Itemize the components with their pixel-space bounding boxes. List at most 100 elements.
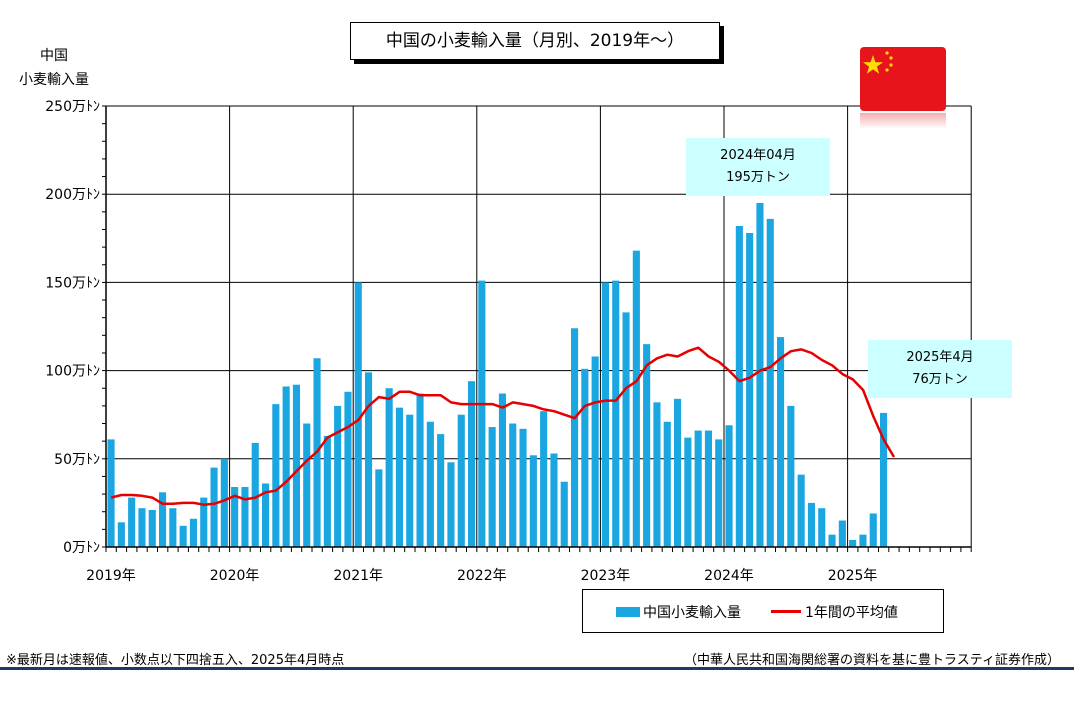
y-tick-labels: 0万ﾄﾝ 50万ﾄﾝ 100万ﾄﾝ 150万ﾄﾝ 200万ﾄﾝ 250万ﾄﾝ [45, 99, 100, 556]
bar [622, 312, 630, 547]
bar [117, 522, 125, 547]
legend-line-swatch [771, 610, 801, 613]
bar [272, 404, 280, 547]
x-tick-label: 2019年 [86, 568, 136, 584]
bar [818, 508, 826, 547]
bar [838, 520, 846, 547]
bar [292, 384, 300, 547]
bar [354, 282, 362, 547]
y-tick-label: 100万ﾄﾝ [45, 364, 100, 380]
bar [437, 434, 445, 547]
bar [488, 427, 496, 547]
bar [262, 483, 270, 547]
x-tick-label: 2024年 [704, 568, 754, 584]
bar [735, 225, 743, 547]
bar [457, 414, 465, 547]
peak-callout-value: 195万トン [726, 170, 790, 185]
x-tick-label: 2022年 [457, 568, 507, 584]
bar [468, 381, 476, 547]
bar [777, 337, 785, 547]
y-axis-title-line2: 小麦輸入量 [19, 72, 89, 88]
china-flag-icon [860, 47, 946, 111]
bar [694, 430, 702, 547]
bar [519, 428, 527, 547]
bar [282, 386, 290, 547]
bar [395, 407, 403, 547]
x-tick-label: 2025年 [828, 568, 878, 584]
bar [416, 393, 424, 547]
bar [365, 372, 373, 547]
latest-callout-date: 2025年4月 [906, 350, 974, 365]
bottom-rule [0, 667, 1074, 670]
bar [334, 405, 342, 547]
bar [612, 280, 620, 547]
bar [107, 439, 115, 547]
bar-series [107, 203, 888, 547]
x-tick-label: 2020年 [210, 568, 260, 584]
latest-callout: 2025年4月 76万トン [868, 340, 1012, 398]
bar [787, 405, 795, 547]
bar [591, 356, 599, 547]
bar [828, 534, 836, 547]
bar [385, 388, 393, 547]
bar [540, 411, 548, 547]
bar [189, 518, 197, 547]
axes [102, 105, 972, 552]
bar [869, 513, 877, 547]
x-tick-label: 2023年 [581, 568, 631, 584]
bar [807, 502, 815, 547]
bar [210, 467, 218, 547]
bar [746, 233, 754, 547]
footnote-right: （中華人民共和国海関総署の資料を基に豊トラスティ証券作成） [684, 653, 1060, 668]
y-tick-label: 200万ﾄﾝ [45, 187, 100, 203]
bar [704, 430, 712, 547]
y-tick-label: 250万ﾄﾝ [45, 99, 100, 115]
bar [715, 439, 723, 547]
bar [169, 508, 177, 547]
bar [643, 344, 651, 547]
y-tick-label: 150万ﾄﾝ [45, 275, 100, 291]
y-axis-title: 中国 小麦輸入量 [4, 44, 104, 92]
bar [231, 487, 239, 547]
bar [766, 218, 774, 547]
x-tick-label: 2021年 [333, 568, 383, 584]
y-tick-label: 0万ﾄﾝ [63, 540, 100, 556]
average-line-series [110, 346, 896, 506]
bar [220, 458, 228, 547]
bar [509, 423, 517, 547]
bar [179, 525, 187, 547]
bar [323, 435, 331, 547]
bar [684, 437, 692, 547]
bar [601, 282, 609, 547]
footnote-left: ※最新月は速報値、小数点以下四捨五入、2025年4月時点 [6, 653, 345, 668]
bar [159, 492, 167, 547]
bar [632, 250, 640, 547]
grid-lines [105, 105, 972, 548]
bar [447, 462, 455, 547]
average-line [110, 346, 896, 506]
bar [375, 469, 383, 547]
bar [426, 421, 434, 547]
bar [148, 509, 156, 547]
bar [241, 487, 249, 547]
bar [653, 402, 661, 547]
bar [560, 481, 568, 547]
bar [406, 414, 414, 547]
y-tick-label: 50万ﾄﾝ [54, 452, 100, 468]
bar [498, 393, 506, 547]
legend-line-label: 1年間の平均値 [805, 605, 898, 621]
bar [880, 412, 888, 547]
bar [200, 497, 208, 547]
flag-reflection [860, 113, 946, 129]
bar [128, 497, 136, 547]
legend: 中国小麦輸入量 1年間の平均値 [582, 589, 944, 633]
bar [756, 203, 764, 547]
x-tick-labels: 2019年 2020年 2021年 2022年 2023年 2024年 2025年 [86, 568, 877, 584]
bar [138, 508, 146, 547]
bar [550, 453, 558, 547]
bar [529, 455, 537, 547]
peak-callout-date: 2024年04月 [720, 148, 796, 163]
bar [859, 534, 867, 547]
bar [344, 391, 352, 547]
